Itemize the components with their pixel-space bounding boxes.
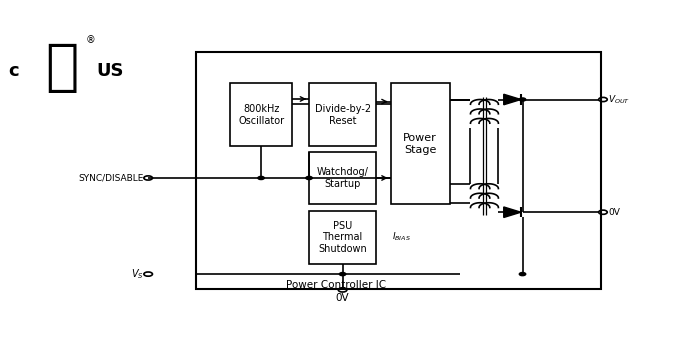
Circle shape — [519, 98, 526, 101]
FancyBboxPatch shape — [309, 211, 376, 264]
FancyBboxPatch shape — [230, 83, 292, 146]
FancyBboxPatch shape — [309, 152, 376, 204]
Text: Ⓤ: Ⓤ — [45, 41, 78, 95]
Circle shape — [306, 176, 312, 180]
Text: Watchdog/
Startup: Watchdog/ Startup — [317, 167, 369, 189]
Text: Divide-by-2
Reset: Divide-by-2 Reset — [315, 104, 371, 126]
Text: $I_{BIAS}$: $I_{BIAS}$ — [392, 231, 411, 244]
Text: 800kHz
Oscillator: 800kHz Oscillator — [238, 104, 284, 126]
Circle shape — [258, 176, 264, 180]
Text: Power Controller IC: Power Controller IC — [286, 280, 386, 290]
Polygon shape — [504, 94, 521, 105]
Text: ®: ® — [86, 35, 95, 45]
Text: $V_{OUT}$: $V_{OUT}$ — [608, 93, 630, 106]
Text: $V_S$: $V_S$ — [131, 267, 144, 281]
Circle shape — [519, 273, 526, 276]
Text: US: US — [96, 62, 124, 80]
Text: c: c — [8, 62, 19, 80]
FancyBboxPatch shape — [390, 83, 450, 204]
Polygon shape — [504, 207, 521, 218]
FancyBboxPatch shape — [309, 83, 376, 146]
Text: PSU
Thermal
Shutdown: PSU Thermal Shutdown — [318, 221, 367, 254]
Text: SYNC/DISABLE: SYNC/DISABLE — [78, 173, 144, 183]
Text: 0V: 0V — [608, 208, 620, 217]
Text: 0V: 0V — [336, 293, 349, 303]
Circle shape — [339, 273, 346, 276]
Text: Power
Stage: Power Stage — [403, 133, 437, 155]
FancyBboxPatch shape — [197, 52, 601, 289]
